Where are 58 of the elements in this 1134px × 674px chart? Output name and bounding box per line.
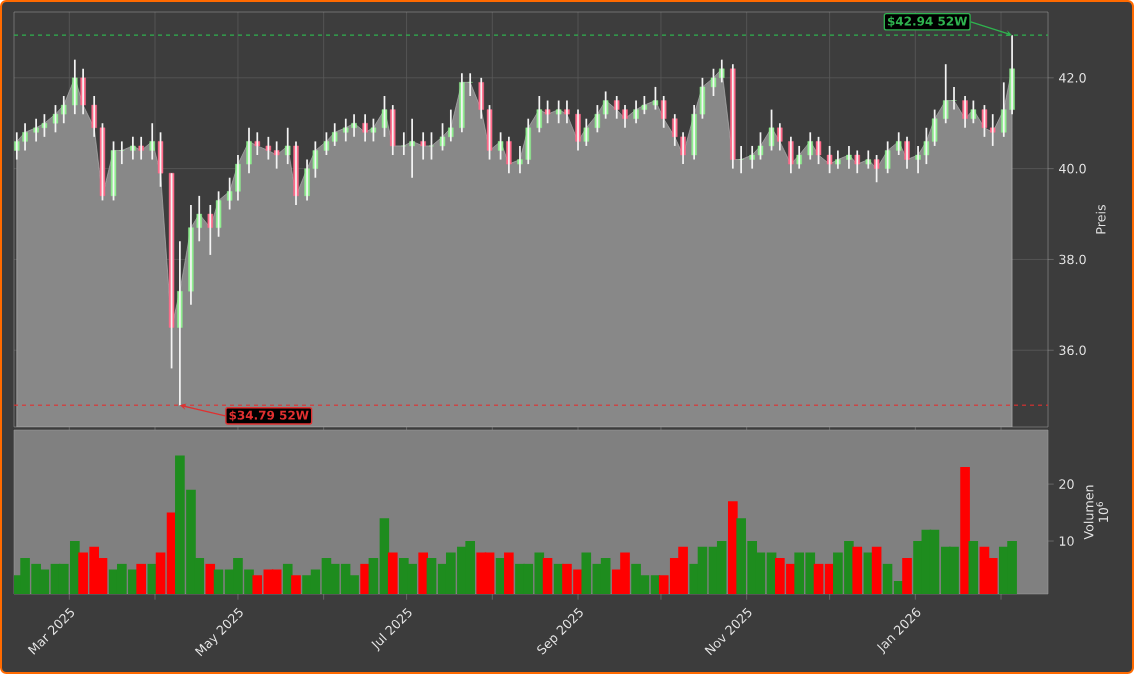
candlestick: [343, 117, 349, 143]
candlestick: [273, 140, 280, 170]
y-tick-label: 36.0: [1059, 345, 1086, 356]
candlestick: [544, 99, 551, 125]
candlestick: [409, 117, 415, 179]
candlestick: [33, 117, 39, 143]
y-tick-label: 38.0: [1059, 254, 1086, 265]
candlestick: [757, 131, 764, 161]
candlestick: [428, 131, 435, 161]
text: 10$^{6}$: [1096, 502, 1109, 522]
candlestick: [555, 99, 562, 125]
y-axis-title: Volumen: [1083, 485, 1094, 540]
candlestick: [594, 104, 601, 134]
candlestick: [873, 154, 880, 184]
candlestick: [265, 135, 272, 161]
candlestick: [981, 104, 988, 138]
candlestick: [99, 122, 106, 202]
y-tick-label: 20: [1059, 479, 1074, 489]
y-tick-label: 42.0: [1059, 73, 1086, 83]
annotation: $34.79 52W: [229, 410, 309, 422]
candlestick: [370, 117, 377, 143]
candlestick: [749, 145, 755, 170]
candlestick: [710, 67, 717, 97]
candlestick: [699, 76, 706, 120]
candlestick: [138, 135, 144, 161]
candlestick: [564, 99, 570, 125]
candlestick: [168, 172, 175, 370]
candlestick: [157, 131, 164, 188]
candlestick: [990, 113, 996, 147]
candlestick: [439, 122, 446, 152]
candlestick: [401, 131, 407, 156]
candlestick: [497, 131, 504, 161]
candlestick: [323, 131, 330, 156]
candlestick: [826, 145, 833, 175]
candlestick: [110, 140, 117, 202]
candlestick: [517, 145, 523, 175]
candlestick: [652, 86, 659, 111]
candlestick: [41, 113, 48, 138]
candlestick: [486, 104, 493, 161]
candlestick: [254, 131, 260, 156]
candlestick: [420, 131, 426, 161]
annotation: $42.94 52W: [887, 16, 968, 28]
y-axis-title: Preis: [1095, 204, 1106, 234]
y-tick-label: 40.0: [1059, 163, 1086, 174]
candlestick: [815, 135, 822, 165]
candlestick: [846, 145, 852, 170]
candlestick: [923, 126, 930, 165]
candlestick: [970, 99, 977, 125]
candlestick: [641, 95, 648, 116]
candlestick: [835, 149, 841, 170]
candlestick: [381, 95, 388, 138]
candlestick: [215, 190, 222, 238]
y-tick-label: 10: [1059, 536, 1074, 546]
candlestick: [130, 135, 136, 161]
candlestick: [52, 104, 59, 134]
candlestick: [915, 145, 921, 175]
candlestick: [865, 149, 871, 170]
candlestick: [768, 108, 775, 152]
